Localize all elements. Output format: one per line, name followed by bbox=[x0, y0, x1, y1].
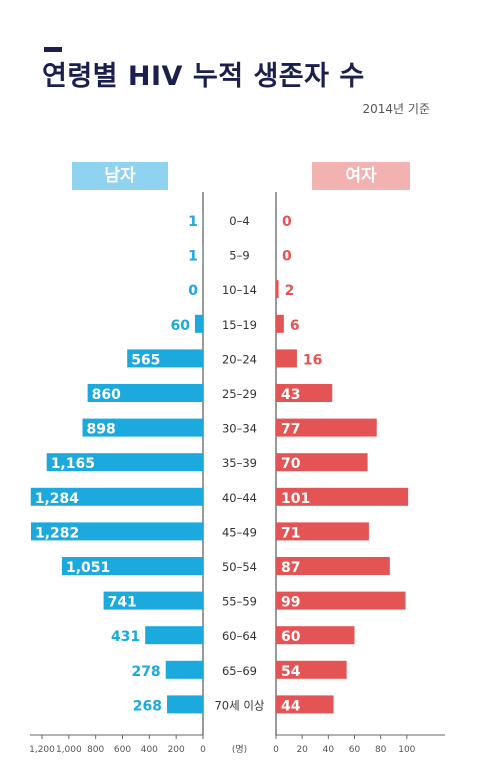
female-value-label: 6 bbox=[290, 318, 300, 334]
male-value-label: 898 bbox=[87, 422, 116, 438]
male-bar bbox=[82, 418, 203, 437]
unit-label: (명) bbox=[232, 744, 247, 755]
male-value-label: 1,165 bbox=[51, 456, 95, 472]
male-value-label: 1 bbox=[188, 214, 198, 230]
age-group-label: 60–64 bbox=[222, 629, 257, 643]
female-value-label: 54 bbox=[281, 664, 301, 680]
age-group-label: 45–49 bbox=[222, 525, 257, 539]
title-accent-bar bbox=[44, 47, 62, 52]
female-value-label: 70 bbox=[281, 456, 301, 472]
female-tick-label: 100 bbox=[398, 745, 415, 755]
chart-title: 연령별 HIV 누적 생존자 수 bbox=[42, 61, 365, 92]
male-value-label: 860 bbox=[92, 387, 121, 403]
male-bar bbox=[30, 487, 204, 506]
male-value-label: 741 bbox=[108, 595, 137, 611]
female-tick-label: 20 bbox=[296, 745, 308, 755]
male-bar bbox=[145, 626, 203, 645]
female-bar bbox=[276, 591, 406, 610]
male-bar bbox=[30, 522, 203, 541]
age-group-label: 20–24 bbox=[222, 352, 257, 366]
male-tick-label: 400 bbox=[141, 745, 158, 755]
age-group-label: 70세 이상 bbox=[214, 698, 264, 712]
male-bar bbox=[46, 453, 204, 472]
female-bar bbox=[276, 522, 369, 541]
female-bar bbox=[276, 384, 333, 402]
chart-subtitle: 2014년 기준 bbox=[362, 102, 430, 116]
female-value-label: 43 bbox=[281, 387, 300, 403]
age-group-label: 10–14 bbox=[222, 283, 257, 297]
female-bar bbox=[276, 453, 368, 472]
male-tick-label: 1,200 bbox=[29, 745, 55, 755]
age-group-label: 25–29 bbox=[222, 387, 257, 401]
age-group-label: 65–69 bbox=[222, 664, 257, 678]
age-group-label: 5–9 bbox=[229, 249, 249, 263]
female-bar bbox=[276, 695, 334, 714]
male-value-label: 60 bbox=[170, 318, 190, 334]
male-tick-label: 0 bbox=[200, 745, 206, 755]
female-legend-label: 여자 bbox=[312, 162, 410, 190]
age-group-label: 35–39 bbox=[222, 456, 257, 470]
male-tick-label: 200 bbox=[168, 745, 185, 755]
male-value-label: 268 bbox=[133, 698, 162, 714]
female-bar bbox=[276, 280, 279, 299]
female-bar bbox=[276, 660, 347, 679]
male-value-label: 0 bbox=[188, 283, 198, 299]
male-bar bbox=[103, 591, 203, 610]
female-bar bbox=[276, 626, 355, 645]
female-bar bbox=[276, 418, 377, 437]
male-value-label: 278 bbox=[131, 664, 160, 680]
age-group-label: 40–44 bbox=[222, 491, 257, 505]
female-tick-label: 40 bbox=[323, 745, 335, 755]
age-group-label: 50–54 bbox=[222, 560, 257, 574]
female-tick-label: 80 bbox=[375, 745, 387, 755]
male-bar bbox=[87, 384, 203, 402]
female-value-label: 44 bbox=[281, 698, 301, 714]
male-value-label: 1,284 bbox=[35, 491, 80, 507]
age-group-label: 0–4 bbox=[229, 214, 249, 228]
age-group-label: 15–19 bbox=[222, 318, 257, 332]
female-bar bbox=[276, 349, 297, 368]
female-bar bbox=[276, 487, 409, 506]
male-value-label: 565 bbox=[131, 352, 160, 368]
male-value-label: 1 bbox=[188, 249, 198, 265]
female-value-label: 101 bbox=[281, 491, 310, 507]
female-value-label: 16 bbox=[303, 352, 322, 368]
male-tick-label: 1,000 bbox=[56, 745, 82, 755]
male-bar bbox=[61, 557, 204, 575]
female-bar bbox=[276, 314, 284, 333]
female-value-label: 0 bbox=[282, 214, 292, 230]
male-tick-label: 600 bbox=[114, 745, 131, 755]
female-value-label: 60 bbox=[281, 629, 301, 645]
male-tick-label: 800 bbox=[87, 745, 104, 755]
female-tick-label: 60 bbox=[349, 745, 361, 755]
female-value-label: 2 bbox=[285, 283, 295, 299]
male-legend-label: 남자 bbox=[72, 162, 168, 190]
female-value-label: 0 bbox=[282, 249, 292, 265]
male-bar bbox=[127, 349, 203, 368]
female-value-label: 99 bbox=[281, 595, 300, 611]
female-value-label: 71 bbox=[281, 525, 300, 541]
male-value-label: 431 bbox=[111, 629, 140, 645]
female-tick-label: 0 bbox=[273, 745, 279, 755]
male-bar bbox=[165, 660, 203, 679]
male-value-label: 1,051 bbox=[66, 560, 110, 576]
female-value-label: 77 bbox=[281, 422, 300, 438]
age-group-label: 30–34 bbox=[222, 422, 257, 436]
male-bar bbox=[194, 314, 203, 333]
female-value-label: 87 bbox=[281, 560, 300, 576]
male-value-label: 1,282 bbox=[35, 525, 79, 541]
age-group-label: 55–59 bbox=[222, 595, 257, 609]
male-bar bbox=[167, 695, 203, 714]
female-bar bbox=[276, 557, 390, 575]
